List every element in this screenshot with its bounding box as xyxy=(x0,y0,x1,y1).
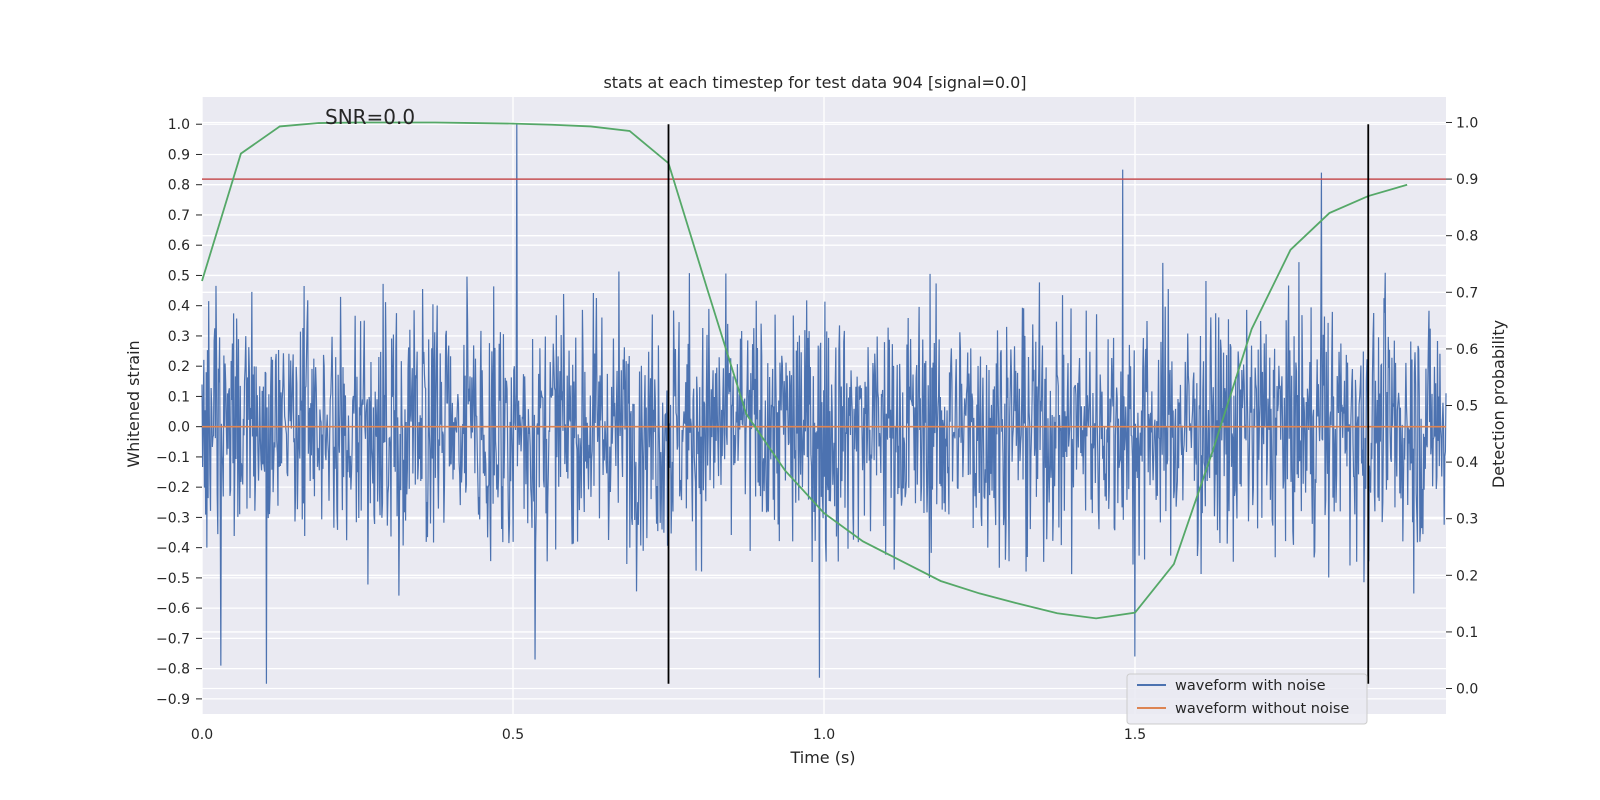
y2-tick-label: 0.3 xyxy=(1456,512,1478,528)
legend-box xyxy=(1126,673,1368,725)
y-tick-label: 0.0 xyxy=(168,420,190,436)
detection-probability-line xyxy=(201,121,1408,620)
y-tick-label: −0.6 xyxy=(156,601,190,617)
legend-label-noise: waveform with noise xyxy=(1175,678,1326,694)
y2-tick-label: 0.1 xyxy=(1456,625,1478,641)
y2-axis-title: Detection probability xyxy=(1489,320,1508,488)
snr-annotation: SNR=0.0 xyxy=(325,105,415,129)
y-tick-label: −0.7 xyxy=(156,631,190,647)
y2-tick-label: 1.0 xyxy=(1456,115,1478,131)
y-tick-label: 0.5 xyxy=(168,268,190,284)
vertical-markers xyxy=(667,124,1370,684)
y-tick-label: −0.5 xyxy=(156,571,190,587)
y-tick-label: −0.8 xyxy=(156,662,190,678)
y-axis-title: Whitened strain xyxy=(124,340,143,467)
y-tick-label: −0.2 xyxy=(156,480,190,496)
y-tick-label: 0.8 xyxy=(168,178,190,194)
y-tick-label: 0.7 xyxy=(168,208,190,224)
y-tick-label: 0.6 xyxy=(168,238,190,254)
legend-label-clean: waveform without noise xyxy=(1175,701,1349,717)
y-tick-label: −0.9 xyxy=(156,692,190,708)
x-tick-label: 1.0 xyxy=(813,727,835,743)
y2-tick-label: 0.6 xyxy=(1456,342,1478,358)
y-tick-label: −0.3 xyxy=(156,510,190,526)
y2-tick-label: 0.0 xyxy=(1456,682,1478,698)
x-tick-label: 0.0 xyxy=(191,727,213,743)
y-tick-label: 0.9 xyxy=(168,147,190,163)
y-tick-label: 0.4 xyxy=(168,299,190,315)
legend: waveform with noise waveform without noi… xyxy=(1126,673,1368,725)
chart-title: stats at each timestep for test data 904… xyxy=(603,73,1026,92)
tick-labels: 0.0 0.5 1.0 1.5 1.0 0.9 0.8 0.7 0.6 0.5 0.4 0.3 0.2 0… xyxy=(156,115,1478,743)
y2-tick-label: 0.4 xyxy=(1456,455,1478,471)
x-tick-label: 0.5 xyxy=(502,727,524,743)
y2-tick-label: 0.5 xyxy=(1456,399,1478,415)
y-tick-label: 1.0 xyxy=(168,117,190,133)
y2-tick-label: 0.8 xyxy=(1456,229,1478,245)
y2-tick-label: 0.9 xyxy=(1456,172,1478,188)
y-tick-label: −0.4 xyxy=(156,541,190,557)
y-tick-label: 0.3 xyxy=(168,329,190,345)
y-tick-label: −0.1 xyxy=(156,450,190,466)
waveform-with-noise-series xyxy=(201,124,1447,684)
waveform-with-noise-line xyxy=(201,124,1447,684)
y2-tick-label: 0.7 xyxy=(1456,285,1478,301)
x-tick-label: 1.5 xyxy=(1124,727,1146,743)
y-tick-label: 0.2 xyxy=(168,359,190,375)
x-axis-title: Time (s) xyxy=(789,748,855,767)
y2-tick-label: 0.2 xyxy=(1456,568,1478,584)
y-tick-label: 0.1 xyxy=(168,389,190,405)
detection-probability-series xyxy=(201,121,1408,620)
